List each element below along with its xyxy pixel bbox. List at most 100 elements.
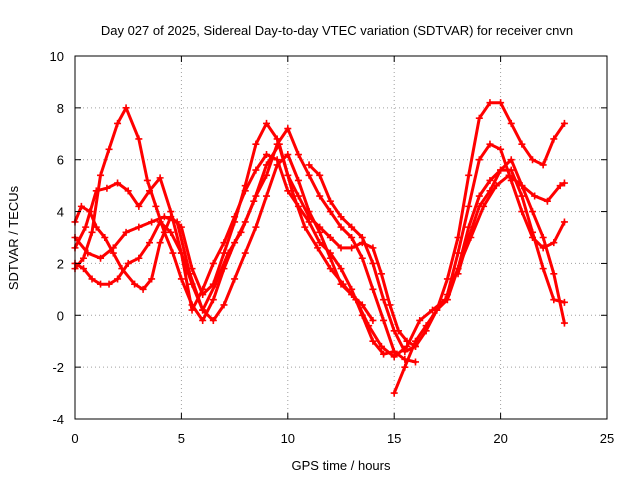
ticks bbox=[74, 55, 608, 420]
data-point bbox=[560, 298, 568, 306]
data-point bbox=[209, 259, 217, 267]
data-point bbox=[103, 184, 111, 192]
data-point bbox=[531, 192, 539, 200]
data-point bbox=[109, 249, 117, 257]
data-point bbox=[305, 171, 313, 179]
data-point bbox=[486, 99, 494, 107]
data-point bbox=[294, 192, 302, 200]
data-point bbox=[305, 161, 313, 169]
series-trace-7 bbox=[390, 156, 568, 397]
data-point bbox=[550, 239, 558, 247]
data-point bbox=[433, 306, 441, 314]
tick-labels: 0 5 10 15 20 25 -4 -2 0 2 4 6 8 10 bbox=[50, 49, 615, 446]
data-point bbox=[529, 156, 537, 164]
data-point bbox=[337, 223, 345, 231]
series-trace-3 bbox=[71, 104, 398, 356]
data-point bbox=[518, 192, 526, 200]
data-point bbox=[454, 249, 462, 257]
data-point bbox=[124, 259, 132, 267]
data-point bbox=[401, 348, 409, 356]
data-point bbox=[80, 265, 88, 273]
data-point bbox=[326, 208, 334, 216]
data-point bbox=[348, 291, 356, 299]
data-point bbox=[252, 192, 260, 200]
data-point bbox=[199, 306, 207, 314]
data-point bbox=[316, 239, 324, 247]
data-point bbox=[465, 171, 473, 179]
data-point bbox=[377, 270, 385, 278]
y-tick-label: -2 bbox=[52, 360, 64, 375]
data-point bbox=[139, 285, 147, 293]
data-point bbox=[386, 301, 394, 309]
data-point bbox=[294, 151, 302, 159]
data-point bbox=[337, 213, 345, 221]
y-tick-label: 2 bbox=[57, 256, 64, 271]
data-point bbox=[380, 316, 388, 324]
data-point bbox=[380, 296, 388, 304]
data-point bbox=[241, 182, 249, 190]
data-point bbox=[231, 275, 239, 283]
data-point bbox=[326, 265, 334, 273]
data-point bbox=[143, 176, 151, 184]
x-axis-label: GPS time / hours bbox=[292, 458, 391, 473]
data-point bbox=[475, 192, 483, 200]
data-point bbox=[369, 259, 377, 267]
grid bbox=[75, 56, 607, 419]
y-axis-label: SDTVAR / TECUs bbox=[6, 185, 21, 290]
data-point bbox=[507, 166, 515, 174]
data-point bbox=[475, 114, 483, 122]
data-point bbox=[156, 218, 164, 226]
data-point bbox=[507, 176, 515, 184]
data-point bbox=[114, 179, 122, 187]
data-point bbox=[188, 301, 196, 309]
data-point bbox=[539, 234, 547, 241]
data-point bbox=[358, 254, 366, 262]
data-point bbox=[556, 182, 564, 190]
data-point bbox=[316, 171, 324, 179]
data-point bbox=[131, 280, 139, 288]
data-point bbox=[284, 171, 292, 179]
data-point bbox=[390, 327, 398, 335]
data-point bbox=[88, 275, 96, 283]
data-point bbox=[294, 176, 302, 184]
data-point bbox=[454, 270, 462, 278]
data-point bbox=[369, 285, 377, 293]
data-point bbox=[220, 265, 228, 273]
data-point bbox=[156, 174, 164, 182]
data-point bbox=[105, 145, 113, 153]
data-point bbox=[337, 244, 345, 252]
data-point bbox=[369, 337, 377, 345]
data-point bbox=[135, 223, 143, 231]
data-point bbox=[369, 244, 377, 252]
series-line bbox=[307, 101, 566, 354]
data-point bbox=[188, 265, 196, 273]
data-point bbox=[529, 228, 537, 236]
x-tick-label: 0 bbox=[71, 431, 78, 446]
data-point bbox=[167, 228, 175, 236]
y-tick-label: 0 bbox=[57, 308, 64, 323]
data-point bbox=[416, 316, 424, 324]
data-point bbox=[550, 270, 558, 278]
data-point bbox=[105, 280, 113, 288]
y-tick-label: 4 bbox=[57, 205, 64, 220]
data-point bbox=[403, 337, 411, 345]
data-point bbox=[284, 151, 292, 159]
data-point bbox=[518, 140, 526, 148]
data-point bbox=[88, 228, 96, 236]
data-point bbox=[177, 223, 185, 231]
data-point bbox=[411, 337, 419, 345]
data-point bbox=[92, 223, 100, 231]
data-point bbox=[135, 135, 143, 143]
data-point bbox=[326, 254, 334, 262]
data-point bbox=[326, 197, 334, 205]
data-point bbox=[241, 218, 249, 226]
series-line bbox=[73, 153, 375, 322]
data-point bbox=[560, 319, 568, 327]
data-point bbox=[380, 350, 388, 358]
data-point bbox=[529, 208, 537, 216]
series-layer bbox=[71, 99, 568, 397]
data-point bbox=[465, 202, 473, 210]
data-point bbox=[148, 275, 156, 283]
data-point bbox=[167, 213, 175, 221]
data-point bbox=[475, 202, 483, 210]
